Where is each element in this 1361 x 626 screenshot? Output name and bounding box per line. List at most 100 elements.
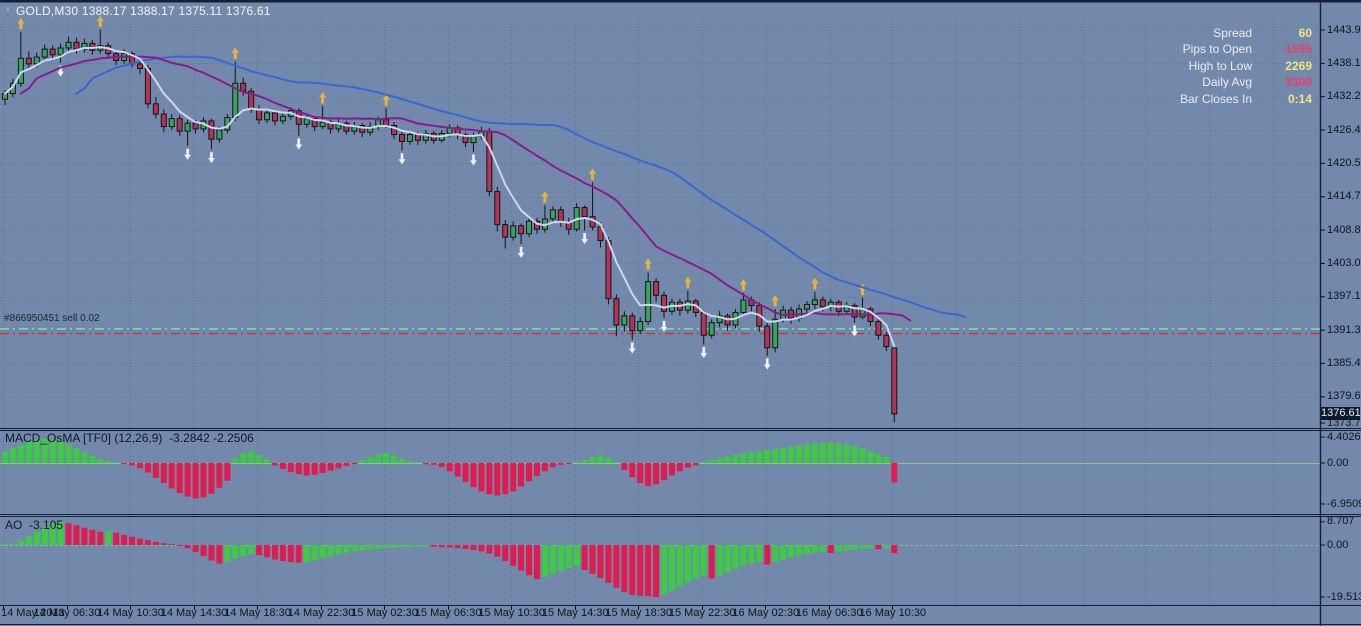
- histogram-bar: [89, 455, 96, 463]
- bear-candle: [152, 103, 159, 115]
- histogram-bar: [875, 545, 882, 550]
- histogram-bar: [335, 463, 342, 469]
- bull-candle: [510, 225, 517, 238]
- histogram-bar: [557, 545, 564, 571]
- bull-candle: [264, 112, 271, 121]
- down-signal-arrow-icon: [763, 358, 772, 371]
- bear-candle: [25, 57, 32, 65]
- bull-candle: [406, 134, 413, 142]
- histogram-bar: [851, 545, 858, 550]
- histogram-bar: [319, 545, 326, 559]
- histogram-bar: [605, 545, 612, 583]
- histogram-bar: [526, 545, 533, 576]
- up-signal-arrow-icon: [96, 15, 104, 28]
- histogram-bar: [732, 454, 739, 463]
- histogram-bar: [565, 463, 572, 464]
- histogram-bar: [518, 545, 525, 571]
- bear-candle: [240, 82, 247, 92]
- histogram-bar: [541, 545, 548, 577]
- histogram-bar: [422, 463, 429, 465]
- time-axis-label: 15 May 10:30: [478, 607, 545, 619]
- histogram-bar: [383, 452, 390, 463]
- bull-candle: [803, 303, 810, 310]
- bear-candle: [462, 134, 469, 144]
- histogram-bar: [17, 444, 24, 463]
- histogram-bar: [478, 545, 485, 552]
- bull-candle: [740, 299, 747, 313]
- histogram-bar: [2, 544, 8, 545]
- histogram-bar: [303, 463, 310, 476]
- bull-candle: [549, 209, 556, 220]
- price-axis-label: 1403.00: [1327, 256, 1361, 269]
- histogram-bar: [819, 442, 826, 463]
- info-row: Daily Avg 3300: [1180, 74, 1312, 90]
- histogram-bar: [526, 463, 533, 482]
- down-signal-arrow-icon: [398, 152, 406, 165]
- histogram-bar: [597, 545, 604, 579]
- time-axis-label: 15 May 22:30: [668, 607, 736, 619]
- histogram-bar: [565, 545, 572, 568]
- histogram-bar: [184, 545, 191, 549]
- up-signal-arrow-icon: [231, 47, 239, 60]
- time-axis-label: 15 May 18:30: [605, 607, 673, 619]
- histogram-bar: [406, 545, 413, 548]
- collapse-chart-icon[interactable]: ▼: [4, 5, 12, 14]
- histogram-bar: [176, 545, 183, 546]
- histogram-bar: [256, 545, 263, 556]
- histogram-bar: [256, 454, 263, 463]
- info-row-value: 0:14: [1287, 91, 1312, 106]
- up-signal-arrow-icon: [588, 168, 597, 180]
- histogram-bar: [200, 463, 207, 498]
- histogram-bar: [391, 545, 398, 548]
- histogram-bar: [573, 461, 580, 463]
- bull-candle: [811, 299, 818, 305]
- price-axis-label: 1397.15: [1327, 290, 1361, 303]
- histogram-bar: [81, 452, 88, 463]
- histogram-bar: [676, 463, 683, 472]
- price-axis-label: 1414.70: [1327, 190, 1361, 203]
- histogram-bar: [891, 463, 898, 483]
- histogram-bar: [57, 521, 64, 545]
- histogram-bar: [637, 545, 644, 596]
- down-signal-arrow-icon: [56, 65, 65, 78]
- bear-candle: [764, 325, 771, 349]
- histogram-bar: [399, 545, 405, 548]
- info-row-label: Pips to Open: [1182, 42, 1252, 57]
- time-axis-label: 14 May 18:30: [224, 607, 291, 619]
- bear-candle: [383, 119, 390, 126]
- histogram-bar: [446, 545, 453, 548]
- bear-candle: [486, 130, 493, 193]
- up-signal-arrow-icon: [17, 17, 25, 30]
- histogram-bar: [2, 452, 8, 463]
- histogram-bar: [581, 460, 588, 463]
- histogram-bar: [748, 452, 755, 463]
- histogram-bar: [311, 545, 318, 561]
- histogram-bar: [192, 545, 199, 552]
- histogram-bar: [224, 545, 231, 562]
- down-signal-arrow-icon: [469, 154, 478, 167]
- histogram-bar: [216, 463, 223, 488]
- bear-candle: [891, 347, 898, 415]
- price-axis-label: 1432.25: [1327, 90, 1361, 103]
- histogram-bar: [772, 448, 779, 463]
- histogram-bar: [287, 463, 294, 472]
- info-row: Pips to Open -1595: [1180, 41, 1312, 57]
- histogram-bar: [113, 532, 120, 545]
- info-row-value: 2269: [1285, 58, 1312, 73]
- current-price-tag: 1376.61: [1321, 407, 1361, 421]
- histogram-bar: [478, 463, 485, 492]
- bear-candle: [533, 220, 540, 230]
- bull-candle: [772, 318, 779, 349]
- bear-candle: [502, 224, 509, 238]
- bear-candle: [208, 120, 215, 140]
- histogram-bar: [73, 525, 80, 545]
- bear-candle: [581, 207, 588, 218]
- bull-candle: [184, 122, 191, 132]
- bear-candle: [875, 321, 882, 336]
- down-signal-arrow-icon: [294, 138, 303, 151]
- histogram-bar: [414, 462, 421, 463]
- bear-candle: [136, 63, 143, 69]
- info-row-value: -1595: [1281, 42, 1312, 57]
- histogram-bar: [756, 545, 763, 562]
